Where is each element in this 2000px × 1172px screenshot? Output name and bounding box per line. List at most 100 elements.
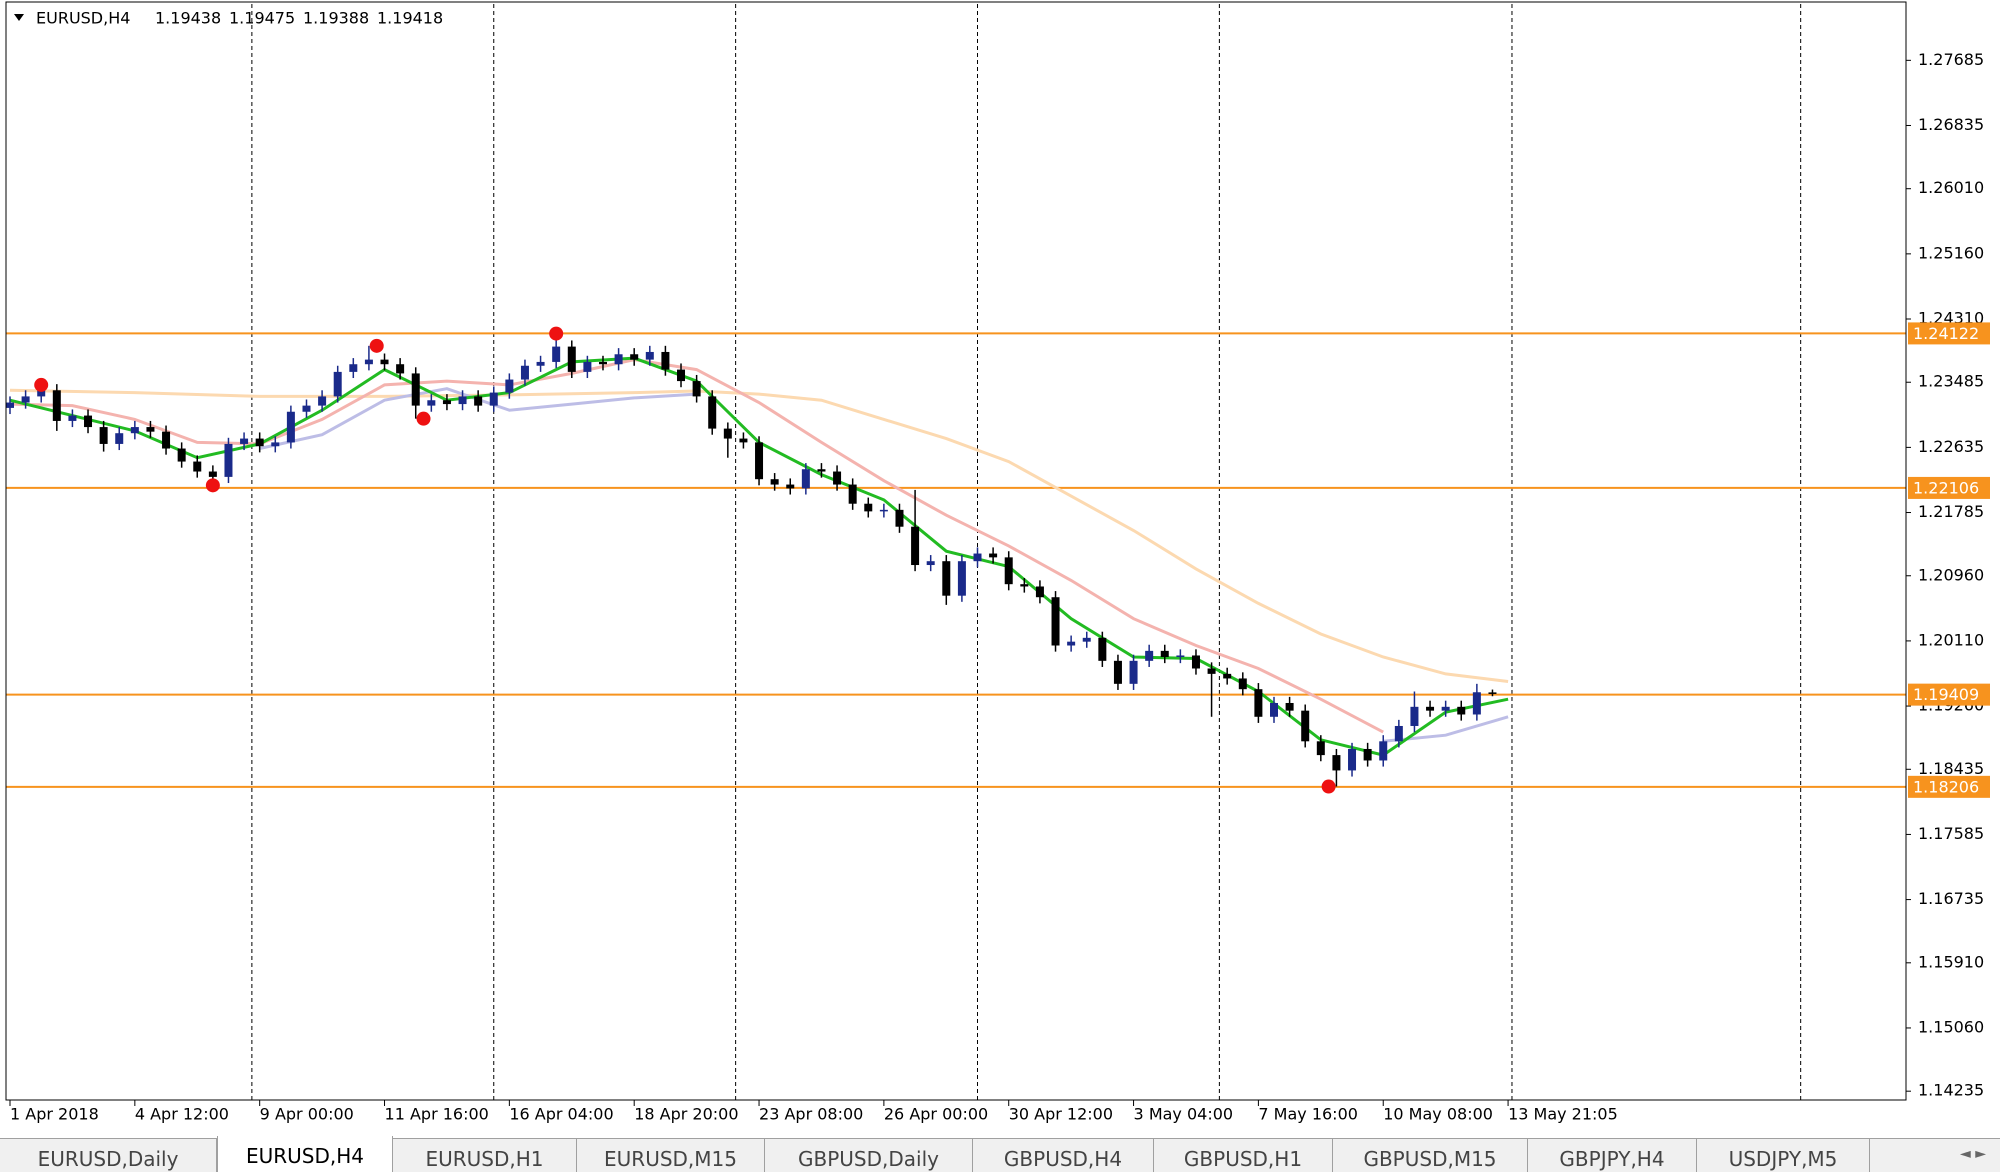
header-high: 1.19475 — [229, 9, 295, 28]
candle-body — [208, 471, 217, 477]
candle-body — [84, 415, 93, 428]
chart-tab[interactable]: GBPJPY,H4 — [1528, 1139, 1697, 1172]
y-tick-label: 1.26010 — [1918, 178, 1984, 197]
candle-body — [1472, 692, 1481, 715]
candle-body — [833, 471, 842, 485]
candle-body — [99, 427, 108, 444]
candle-body — [1363, 748, 1372, 761]
menu-triangle[interactable] — [14, 14, 24, 21]
chart-title: EURUSD,H4 — [36, 9, 130, 28]
x-tick-label: 4 Apr 12:00 — [135, 1105, 229, 1124]
candle-body — [1379, 741, 1388, 761]
chart-tab[interactable]: GBPUSD,H4 — [973, 1139, 1154, 1172]
candle-body — [240, 438, 249, 444]
y-tick-label: 1.27685 — [1918, 50, 1984, 69]
candle-body — [614, 354, 623, 365]
chart-tab[interactable]: EURUSD,H1 — [393, 1139, 577, 1172]
x-tick-label: 1 Apr 2018 — [10, 1105, 99, 1124]
candle-body — [1254, 689, 1263, 717]
candle-body — [333, 371, 342, 397]
candle-body — [68, 415, 77, 421]
tab-bar: EURUSD,Daily EURUSD,H4 EURUSD,H1 EURUSD,M15… — [0, 1136, 2000, 1172]
chart-tab[interactable]: GBPUSD,Daily — [765, 1139, 973, 1172]
candle-body — [1129, 660, 1138, 684]
chart-tab[interactable]: EURUSD,M15 — [577, 1139, 765, 1172]
candle-body — [427, 400, 436, 406]
candle-body — [1145, 650, 1154, 661]
candle-body — [6, 402, 14, 408]
chart-background — [0, 0, 2000, 1138]
chart: EURUSD,H4 1.19438 1.19475 1.19388 1.1941… — [0, 0, 2000, 1138]
chart-tab[interactable]: EURUSD,H4 — [217, 1136, 393, 1172]
fractal-dot — [1321, 779, 1336, 794]
candle-body — [396, 364, 405, 374]
candle-body — [21, 396, 30, 403]
candle-body — [973, 553, 982, 562]
candle-body — [442, 400, 451, 405]
candle-body — [380, 359, 389, 365]
x-tick-label: 30 Apr 12:00 — [1009, 1105, 1113, 1124]
candle-body — [911, 526, 920, 566]
candle-body — [989, 553, 998, 558]
x-tick-label: 23 Apr 08:00 — [759, 1105, 863, 1124]
level-label: 1.19409 — [1913, 685, 1979, 704]
candle-body — [1426, 706, 1435, 711]
chart-tab[interactable]: EURUSD,Daily — [0, 1139, 217, 1172]
candle-body — [162, 431, 171, 449]
chart-tab[interactable]: GBPUSD,M15 — [1333, 1139, 1528, 1172]
candle-body — [864, 503, 873, 512]
candle-body — [1410, 706, 1419, 726]
candle-body — [1051, 597, 1060, 646]
candle-body — [1207, 668, 1216, 674]
candle-body — [677, 369, 686, 382]
candle-body — [474, 396, 483, 406]
candle-body — [1394, 725, 1403, 742]
y-tick-label: 1.21785 — [1918, 502, 1984, 521]
candle-body — [37, 390, 46, 397]
candle-body — [1176, 655, 1185, 658]
level-label-box — [1908, 476, 1990, 499]
fractal-dot — [416, 411, 431, 426]
y-tick-label: 1.20960 — [1918, 565, 1984, 584]
candle-body — [786, 484, 795, 489]
y-tick-label: 1.23485 — [1918, 372, 1984, 391]
candle-body — [1191, 655, 1200, 669]
candle-body — [692, 381, 701, 397]
level-label-box — [1908, 683, 1990, 706]
tab-scroll[interactable]: ◄ ► — [1960, 1146, 1986, 1162]
level-label-box — [1908, 775, 1990, 798]
chart-tab[interactable]: GBPUSD,H1 — [1154, 1139, 1333, 1172]
candle-body — [1285, 702, 1294, 711]
candle-body — [489, 392, 498, 406]
candle-body — [1457, 706, 1466, 715]
header-open: 1.19438 — [155, 9, 221, 28]
y-tick-label: 1.15910 — [1918, 952, 1984, 971]
candle-body — [630, 354, 639, 360]
y-tick-label: 1.16735 — [1918, 889, 1984, 908]
candle-body — [848, 484, 857, 504]
candle-body — [1270, 702, 1278, 717]
level-label-box — [1908, 322, 1990, 345]
candle-body — [1113, 660, 1122, 684]
header-low: 1.19388 — [303, 9, 369, 28]
x-tick-label: 18 Apr 20:00 — [634, 1105, 738, 1124]
candle-body — [1020, 584, 1029, 587]
candle-body — [1223, 673, 1232, 679]
candle-body — [1348, 748, 1357, 771]
candle-body — [146, 427, 155, 432]
x-tick-label: 16 Apr 04:00 — [509, 1105, 613, 1124]
candle-body — [708, 396, 717, 429]
y-tick-label: 1.17585 — [1918, 824, 1984, 843]
candle-body — [177, 448, 186, 462]
y-tick-label: 1.22635 — [1918, 437, 1984, 456]
candle-body — [520, 365, 529, 380]
candle-body — [364, 359, 373, 365]
candle-body — [755, 442, 764, 480]
fractal-dot — [205, 478, 220, 493]
candle-body — [552, 346, 561, 362]
candle-body — [942, 561, 951, 596]
candle-body — [115, 433, 124, 444]
candle-body — [536, 361, 545, 366]
chart-tab[interactable]: USDJPY,M5 — [1697, 1139, 1870, 1172]
candle-body — [739, 438, 748, 443]
